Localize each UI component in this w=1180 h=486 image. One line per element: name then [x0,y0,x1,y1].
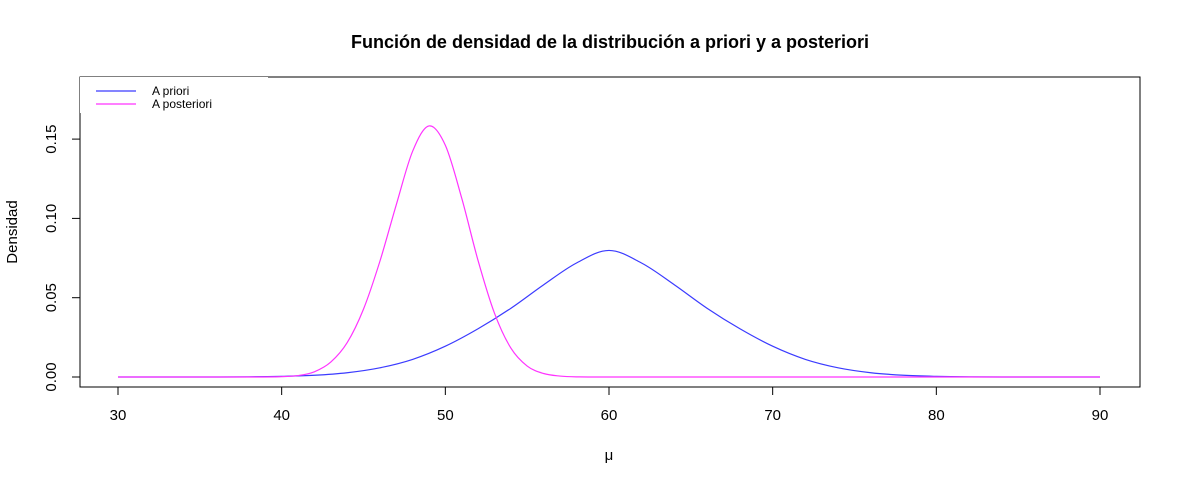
chart-title: Función de densidad de la distribución a… [351,32,869,52]
x-tick-label: 50 [437,407,454,424]
y-axis-label: Densidad [4,200,21,263]
series-line-a-priori [118,249,1100,378]
legend-label: A priori [152,84,189,98]
series-layer [117,125,1100,378]
legend-box [80,77,268,113]
legend-label: A posteriori [152,97,212,111]
x-tick-label: 40 [273,407,290,424]
plot-frame [79,76,1141,388]
x-axis-label: μ [605,447,614,464]
x-tick-label: 90 [1092,407,1109,424]
x-tick-label: 70 [764,407,781,424]
y-tick-label: 0.15 [43,124,60,153]
y-tick-label: 0.00 [43,362,60,391]
axes: 30 40 50 60 70 80 90 0.00 0.05 0.10 0.15 [43,124,1108,424]
x-tick-label: 30 [110,407,127,424]
series-line-a-posteriori [117,125,1100,378]
y-tick-label: 0.05 [43,283,60,312]
y-tick-label: 0.10 [43,204,60,233]
x-tick-label: 80 [928,407,945,424]
x-tick-label: 60 [601,407,618,424]
